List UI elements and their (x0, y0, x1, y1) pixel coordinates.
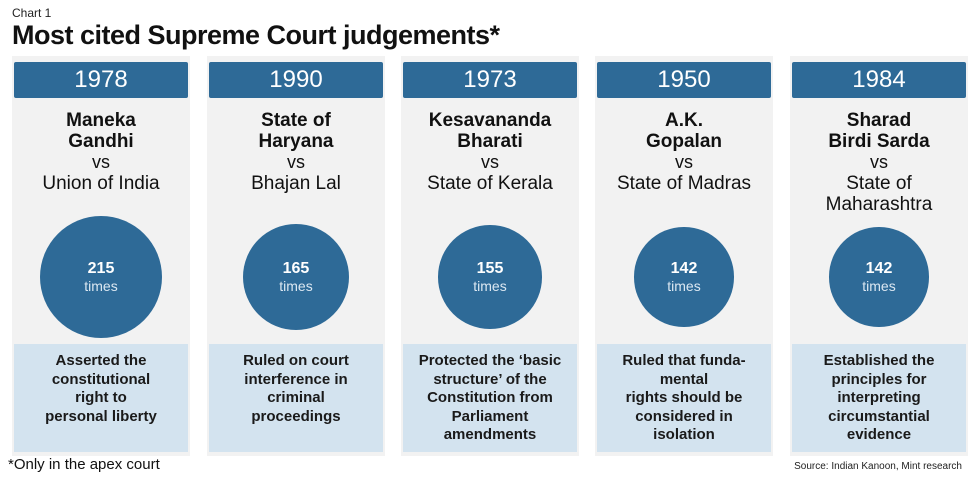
bubble-area: 142 times (790, 216, 968, 338)
case-card: 1984 Sharad Birdi Sarda vs State of Maharas… (790, 56, 968, 456)
case-description-box: Established the principles for interpret… (792, 344, 966, 452)
bubble-area: 165 times (207, 216, 385, 338)
case-card: 1973 Kesavananda Bharati vs State of Kerala… (401, 56, 579, 456)
case-year-banner: 1973 (403, 62, 577, 98)
case-year-banner: 1950 (597, 62, 771, 98)
case-description-box: Protected the ‘basic structure’ of the C… (403, 344, 577, 452)
chart-title: Most cited Supreme Court judgements* (12, 20, 500, 50)
case-opponent: State of Maharashtra (825, 173, 933, 215)
case-opponent: Union of India (42, 173, 160, 194)
case-description: Protected the ‘basic structure’ of the C… (418, 352, 562, 443)
case-title: Kesavananda Bharati vs State of Kerala (401, 110, 579, 194)
case-description-box: Asserted the constitutional right to per… (14, 344, 188, 452)
citation-bubble: 215 times (40, 216, 162, 338)
source-note: Source: Indian Kanoon, Mint research (794, 461, 962, 472)
case-description-box: Ruled on court interference in criminal … (209, 344, 383, 452)
citation-bubble: 165 times (242, 223, 350, 331)
case-card: 1950 A.K. Gopalan vs State of Madras 142 time… (595, 56, 773, 456)
case-description: Asserted the constitutional right to per… (45, 352, 157, 425)
case-card: 1978 Maneka Gandhi vs Union of India 215 time… (12, 56, 190, 456)
citation-unit: times (279, 277, 313, 294)
case-opponent: State of Madras (616, 173, 752, 194)
case-card: 1990 State of Haryana vs Bhajan Lal 165 times… (207, 56, 385, 456)
case-name: Sharad Birdi Sarda (828, 110, 930, 152)
case-description: Established the principles for interpret… (823, 352, 935, 443)
case-name: State of Haryana (258, 110, 334, 152)
bubble-area: 142 times (595, 216, 773, 338)
citation-count: 155 (476, 259, 504, 277)
case-year-banner: 1990 (209, 62, 383, 98)
citation-count: 142 (865, 259, 893, 277)
bubble-area: 155 times (401, 216, 579, 338)
case-name: Kesavananda Bharati (428, 110, 552, 152)
citation-unit: times (473, 277, 507, 294)
case-description-box: Ruled that funda- mental rights should b… (597, 344, 771, 452)
bubble-area: 215 times (12, 216, 190, 338)
footnote: *Only in the apex court (8, 456, 160, 473)
case-vs-label: vs (481, 152, 499, 172)
case-title: State of Haryana vs Bhajan Lal (207, 110, 385, 194)
case-vs-label: vs (92, 152, 110, 172)
case-opponent: State of Kerala (427, 173, 553, 194)
case-title: Maneka Gandhi vs Union of India (12, 110, 190, 194)
case-name: A.K. Gopalan (645, 110, 722, 152)
case-opponent: Bhajan Lal (251, 173, 341, 194)
citation-count: 215 (87, 260, 115, 277)
citation-bubble: 155 times (438, 225, 542, 329)
citation-unit: times (862, 277, 896, 294)
case-title: A.K. Gopalan vs State of Madras (595, 110, 773, 194)
case-description: Ruled that funda- mental rights should b… (622, 352, 746, 443)
chart-kicker: Chart 1 (12, 6, 52, 20)
case-name: Maneka Gandhi (66, 110, 136, 152)
cases-panel: 1978 Maneka Gandhi vs Union of India 215 time… (0, 56, 976, 456)
case-title: Sharad Birdi Sarda vs State of Maharashtra (790, 110, 968, 215)
citation-unit: times (84, 278, 118, 294)
case-year-banner: 1984 (792, 62, 966, 98)
citation-bubble: 142 times (634, 227, 734, 327)
citation-count: 165 (282, 259, 310, 277)
case-vs-label: vs (675, 152, 693, 172)
case-description: Ruled on court interference in criminal … (243, 352, 349, 425)
case-year-banner: 1978 (14, 62, 188, 98)
citation-count: 142 (670, 259, 698, 277)
case-vs-label: vs (870, 152, 888, 172)
citation-bubble: 142 times (829, 227, 929, 327)
citation-unit: times (667, 277, 701, 294)
case-vs-label: vs (287, 152, 305, 172)
